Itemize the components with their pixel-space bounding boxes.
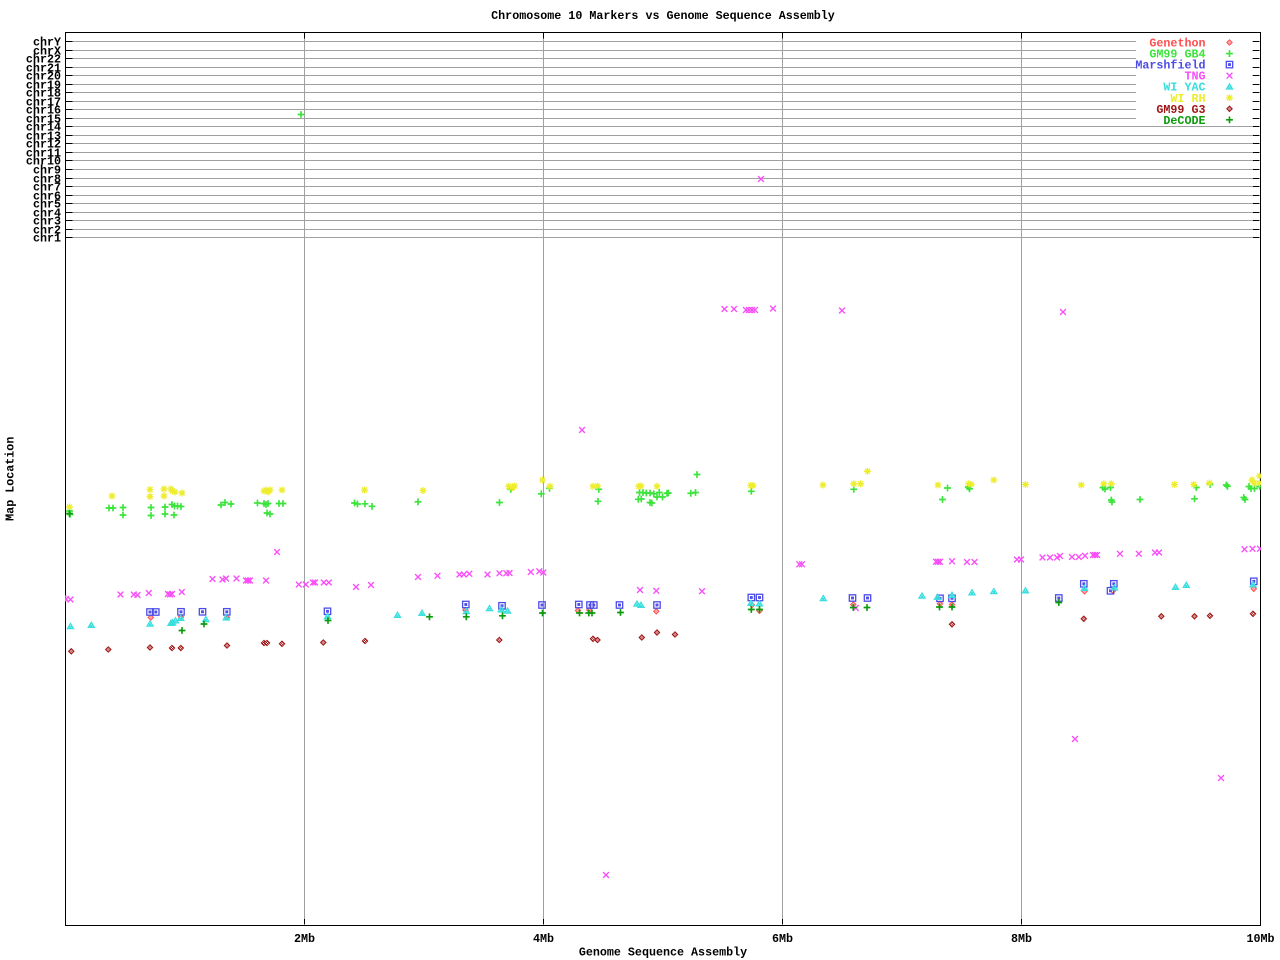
- svg-text:chr2: chr2: [33, 224, 61, 238]
- svg-text:chr14: chr14: [26, 121, 61, 135]
- svg-text:chr12: chr12: [26, 138, 61, 152]
- svg-text:chr3: chr3: [33, 215, 61, 229]
- svg-text:GM99 GB4: GM99 GB4: [1149, 48, 1205, 62]
- svg-text:2Mb: 2Mb: [294, 932, 315, 946]
- svg-text:chr22: chr22: [26, 53, 61, 67]
- svg-text:TNG: TNG: [1184, 70, 1205, 84]
- svg-text:8Mb: 8Mb: [1011, 932, 1032, 946]
- svg-text:chr20: chr20: [26, 70, 61, 84]
- svg-text:chrX: chrX: [33, 45, 62, 59]
- svg-text:Map Location: Map Location: [4, 437, 18, 521]
- svg-text:DeCODE: DeCODE: [1163, 114, 1205, 128]
- svg-text:chr7: chr7: [33, 181, 61, 195]
- svg-text:chr18: chr18: [26, 87, 61, 101]
- svg-text:chr17: chr17: [26, 96, 61, 110]
- svg-text:chr9: chr9: [33, 164, 61, 178]
- svg-text:10Mb: 10Mb: [1246, 932, 1274, 946]
- svg-text:chr19: chr19: [26, 79, 61, 93]
- svg-text:chr6: chr6: [33, 190, 61, 204]
- svg-text:4Mb: 4Mb: [533, 932, 554, 946]
- svg-text:Chromosome 10 Markers vs Genom: Chromosome 10 Markers vs Genome Sequence…: [491, 9, 835, 23]
- svg-text:WI RH: WI RH: [1170, 92, 1205, 106]
- svg-text:chrY: chrY: [33, 36, 61, 50]
- svg-text:chr10: chr10: [26, 155, 61, 169]
- svg-text:chr11: chr11: [26, 147, 61, 161]
- svg-text:Genome Sequence Assembly: Genome Sequence Assembly: [579, 946, 747, 960]
- svg-text:chr1: chr1: [33, 232, 61, 246]
- svg-text:chr4: chr4: [33, 207, 61, 221]
- svg-text:chr5: chr5: [33, 198, 61, 212]
- svg-text:chr15: chr15: [26, 113, 61, 127]
- svg-text:6Mb: 6Mb: [772, 932, 793, 946]
- svg-text:chr13: chr13: [26, 130, 61, 144]
- svg-text:GM99 G3: GM99 G3: [1156, 103, 1205, 117]
- svg-text:Marshfield: Marshfield: [1135, 59, 1205, 73]
- svg-text:Genethon: Genethon: [1149, 37, 1205, 51]
- svg-text:chr8: chr8: [33, 173, 61, 187]
- svg-text:WI YAC: WI YAC: [1163, 81, 1205, 95]
- svg-text:chr16: chr16: [26, 104, 61, 118]
- svg-text:chr21: chr21: [26, 62, 61, 76]
